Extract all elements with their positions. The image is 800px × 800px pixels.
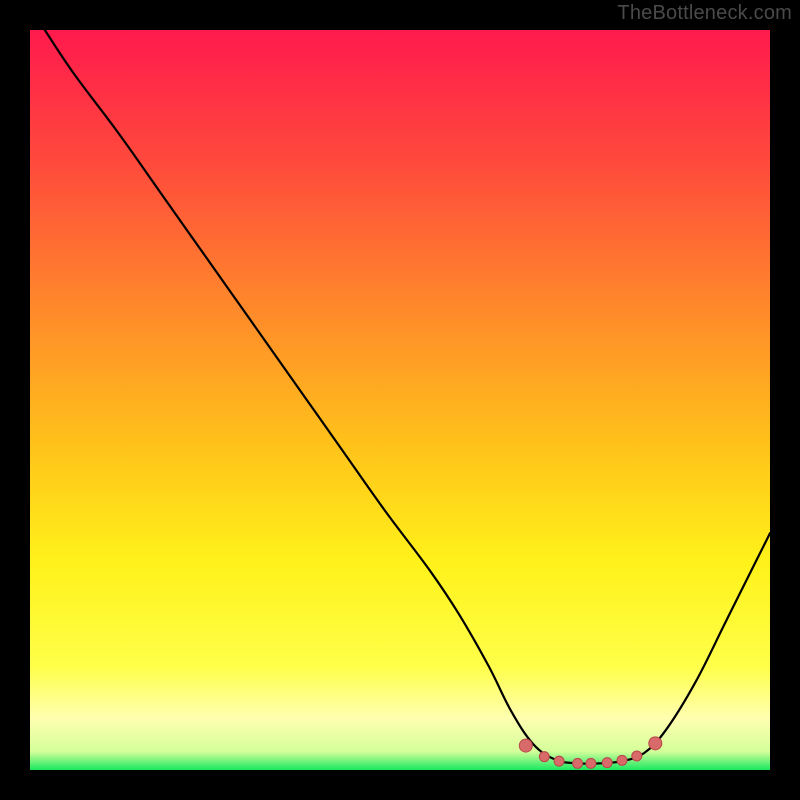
marker-point — [554, 756, 564, 766]
chart-frame: TheBottleneck.com — [0, 0, 800, 800]
marker-point — [539, 752, 549, 762]
marker-point — [632, 751, 642, 761]
chart-background — [30, 30, 770, 770]
marker-point — [573, 758, 583, 768]
bottleneck-chart — [0, 0, 800, 800]
marker-point — [617, 755, 627, 765]
marker-point — [586, 758, 596, 768]
marker-point — [649, 737, 662, 750]
marker-point — [519, 739, 532, 752]
marker-point — [602, 758, 612, 768]
